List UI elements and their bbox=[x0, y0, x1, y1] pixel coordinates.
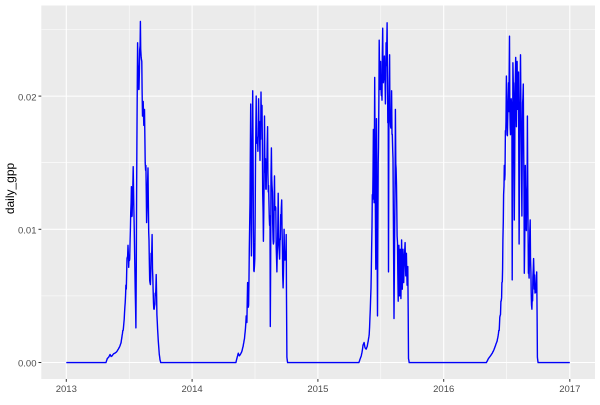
svg-text:2015: 2015 bbox=[307, 384, 328, 395]
svg-text:0.01: 0.01 bbox=[18, 226, 37, 237]
svg-text:2013: 2013 bbox=[56, 384, 77, 395]
svg-text:2016: 2016 bbox=[433, 384, 454, 395]
svg-text:0.00: 0.00 bbox=[18, 359, 37, 370]
svg-text:2017: 2017 bbox=[559, 384, 580, 395]
svg-text:2014: 2014 bbox=[182, 384, 203, 395]
svg-text:daily_gpp: daily_gpp bbox=[3, 162, 17, 214]
svg-text:0.02: 0.02 bbox=[18, 92, 37, 103]
